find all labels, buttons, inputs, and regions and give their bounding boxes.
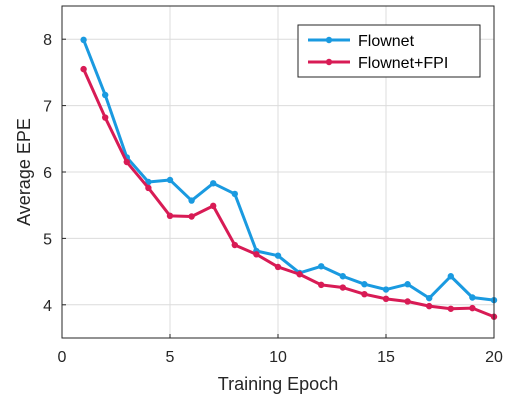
legend-label: Flownet	[358, 33, 415, 50]
axis-ticks: 0 5 10 15 20 4 5 6 7 8	[43, 32, 503, 366]
data-point	[145, 178, 152, 186]
data-point	[382, 295, 390, 303]
data-point	[318, 281, 325, 289]
data-point	[426, 302, 433, 310]
legend-marker	[325, 36, 333, 44]
x-tick-label: 5	[166, 349, 175, 366]
data-point	[339, 284, 346, 291]
data-point	[231, 190, 238, 198]
data-point	[80, 36, 87, 44]
data-point	[253, 251, 260, 258]
data-point	[382, 286, 390, 293]
data-point	[339, 273, 346, 280]
data-point	[274, 263, 282, 271]
data-point	[404, 281, 411, 288]
data-point	[318, 263, 325, 270]
data-point	[188, 197, 195, 204]
data-point	[469, 304, 476, 312]
legend-item: Flownet+FPI	[308, 55, 448, 72]
data-point	[188, 213, 195, 220]
series-flownet-fpi	[80, 65, 498, 320]
x-tick-label: 20	[485, 349, 503, 366]
series-line	[82, 39, 495, 302]
x-axis-title: Training Epoch	[218, 374, 338, 394]
data-point	[166, 176, 174, 184]
x-tick-label: 0	[58, 349, 67, 366]
data-point	[361, 290, 368, 298]
y-tick-label: 4	[43, 298, 52, 315]
y-tick-label: 6	[43, 165, 52, 182]
x-tick-label: 15	[377, 349, 395, 366]
data-point	[102, 91, 109, 99]
legend: Flownet Flownet+FPI	[297, 24, 481, 78]
x-tick-label: 10	[269, 349, 287, 366]
legend-label: Flownet+FPI	[358, 55, 448, 72]
legend-box	[297, 24, 481, 78]
y-tick-label: 7	[43, 99, 52, 116]
data-point	[210, 180, 217, 187]
series-line	[82, 68, 495, 319]
data-point	[80, 65, 87, 73]
y-tick-label: 8	[43, 32, 52, 49]
data-point	[426, 294, 433, 302]
data-point	[447, 305, 454, 312]
data-point	[123, 158, 130, 166]
data-point	[231, 241, 238, 249]
data-point	[274, 252, 282, 259]
legend-marker	[325, 58, 333, 66]
legend-item: Flownet	[308, 33, 415, 50]
data-point	[296, 271, 303, 278]
y-axis-title: Average EPE	[14, 118, 34, 226]
data-point	[145, 184, 152, 192]
data-point	[102, 114, 109, 121]
data-point	[166, 212, 174, 220]
data-point	[404, 298, 411, 305]
series-flownet	[80, 36, 498, 304]
series-lines	[80, 36, 498, 320]
data-point	[361, 281, 368, 288]
y-tick-label: 5	[43, 231, 52, 248]
data-point	[210, 202, 217, 210]
data-point	[447, 273, 454, 280]
data-point	[469, 294, 476, 301]
